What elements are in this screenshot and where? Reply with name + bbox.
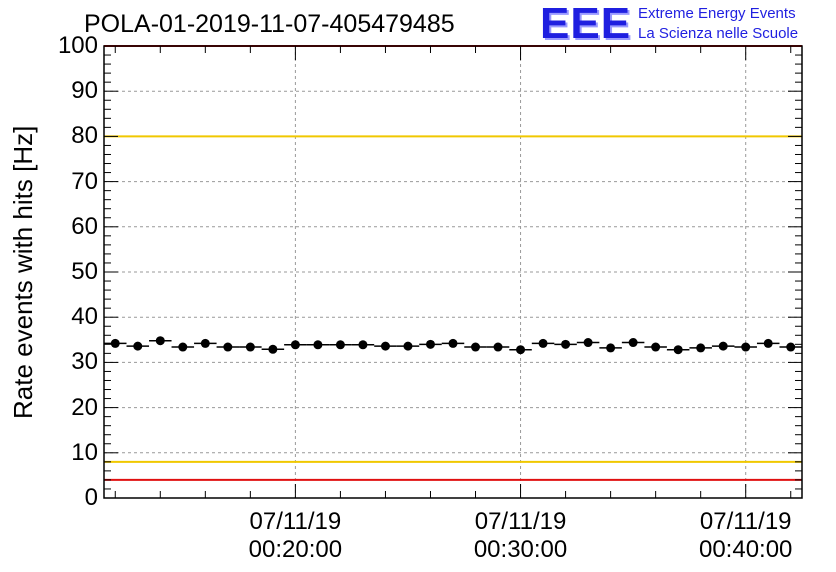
- data-point: [493, 342, 503, 352]
- data-point: [290, 340, 300, 350]
- y-tick-label: 100: [57, 32, 98, 59]
- data-point: [155, 336, 165, 346]
- data-point: [245, 342, 255, 352]
- x-tick-time: 00:20:00: [248, 536, 343, 563]
- data-point: [200, 338, 210, 348]
- logo-caption: Extreme Energy Events La Scienza nelle S…: [638, 4, 798, 44]
- data-point: [178, 342, 188, 352]
- data-point: [380, 341, 390, 351]
- x-tick-date: 07/11/19: [249, 508, 342, 535]
- y-tick-label: 60: [71, 212, 98, 240]
- y-tick-label: 30: [71, 348, 98, 376]
- y-tick-label: 0: [84, 484, 98, 511]
- x-tick-time: 00:40:00: [698, 536, 793, 563]
- data-point: [471, 342, 481, 352]
- x-tick-date: 07/11/19: [474, 508, 567, 535]
- data-point: [335, 340, 345, 350]
- data-point: [358, 340, 368, 350]
- data-points: [104, 336, 802, 355]
- data-point: [606, 343, 616, 353]
- data-point: [718, 341, 728, 351]
- y-tick-label: 80: [71, 122, 98, 150]
- data-point: [448, 338, 458, 348]
- data-point: [425, 339, 435, 349]
- data-point: [786, 342, 796, 352]
- data-point: [583, 338, 593, 348]
- y-tick-label: 10: [71, 438, 98, 466]
- y-tick-label: 20: [71, 393, 98, 421]
- data-point: [741, 342, 751, 352]
- y-axis-label: Rate events with hits [Hz]: [8, 125, 38, 419]
- data-point: [651, 342, 661, 352]
- data-point: [133, 341, 143, 351]
- x-tick-label: 07/11/19 00:20:00: [225, 508, 365, 564]
- data-point: [673, 345, 683, 355]
- chart-title: POLA-01-2019-11-07-405479485: [84, 10, 455, 38]
- x-tick-date: 07/11/19: [699, 508, 792, 535]
- data-point: [313, 340, 323, 350]
- data-point: [223, 342, 233, 352]
- data-point: [628, 338, 638, 348]
- y-tick-label: 90: [71, 77, 98, 105]
- y-tick-label: 40: [71, 303, 98, 331]
- y-tick-label: 70: [71, 167, 98, 195]
- data-point: [561, 339, 571, 349]
- data-point: [696, 343, 706, 353]
- data-point: [268, 344, 278, 354]
- x-tick-label: 07/11/19 00:40:00: [676, 508, 816, 564]
- logo-caption-line1: Extreme Energy Events: [638, 5, 796, 22]
- reference-lines: [104, 45, 802, 481]
- y-tick-label: 50: [71, 258, 98, 285]
- grid-lines: [104, 46, 802, 498]
- plot-frame: [103, 45, 803, 499]
- logo-caption-line2: La Scienza nelle Scuole: [638, 25, 799, 42]
- data-point: [403, 341, 413, 351]
- data-point: [516, 345, 526, 355]
- data-point: [110, 338, 120, 348]
- data-point: [763, 338, 773, 348]
- x-tick-label: 07/11/19 00:30:00: [451, 508, 591, 564]
- eee-logo: EEE: [540, 0, 632, 48]
- x-tick-time: 00:30:00: [473, 536, 568, 563]
- data-point: [538, 338, 548, 348]
